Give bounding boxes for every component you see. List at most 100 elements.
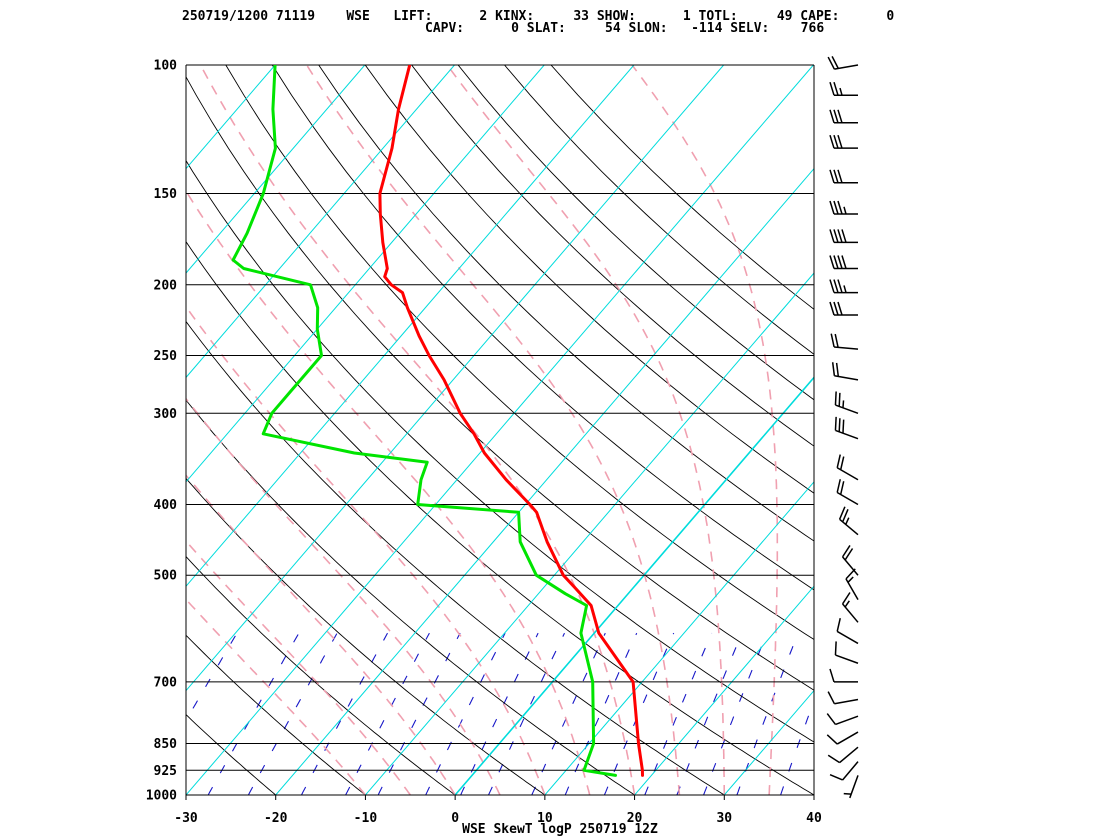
isotherm (723, 689, 814, 795)
dewpoint-point (262, 192, 265, 195)
moist-adiabat (306, 65, 681, 795)
wind-barb (834, 641, 859, 664)
x-tick-label: 20 (627, 811, 643, 826)
barb-feather (839, 456, 845, 470)
barb-feather (833, 255, 839, 269)
dewpoint-point (246, 232, 248, 234)
barb-feather (841, 592, 851, 605)
isotherm (365, 272, 814, 795)
wind-barb (834, 416, 859, 440)
dewpoint-point (320, 354, 323, 357)
isotherm (0, 65, 96, 795)
wind-barb (836, 618, 859, 645)
barb-feather (831, 362, 836, 376)
isotherm (186, 65, 545, 483)
pressure-label: 850 (154, 737, 178, 752)
dewpoint-point (316, 328, 319, 330)
isotherm (186, 65, 455, 379)
temperature-point (391, 147, 393, 149)
barb-feather (834, 391, 837, 406)
barb-feather (826, 713, 837, 725)
dry-adiabat (186, 240, 814, 795)
temperature-profile (378, 65, 644, 777)
dry-adiabat (186, 159, 814, 743)
temperature-point (428, 354, 430, 357)
temperature-point (562, 574, 565, 576)
barb-staff (836, 630, 859, 645)
barb-feather (829, 773, 843, 781)
barb-feather (833, 229, 839, 243)
mixing-ratio-line (736, 632, 799, 795)
header-line-2: CAPV: 0 SLAT: 54 SLON: -114 SELV: 766 (425, 21, 825, 36)
barb-feather (829, 255, 835, 269)
mixing-ratio-line (377, 632, 461, 795)
barb-feather (827, 691, 836, 705)
pressure-label: 200 (154, 278, 178, 293)
pressure-label: 150 (154, 187, 178, 202)
wind-barb (826, 713, 859, 726)
barb-half-feather (843, 285, 847, 293)
dry-adiabat (186, 713, 277, 795)
barb-feather (842, 419, 845, 434)
x-tick-label: 30 (716, 811, 732, 826)
barb-staff (835, 654, 859, 664)
dewpoint-point (420, 479, 422, 481)
wind-barb (827, 691, 859, 705)
barb-feather (841, 255, 847, 269)
dry-adiabat (318, 65, 814, 542)
dewpoint-point (591, 681, 594, 683)
dry-adiabat (186, 634, 367, 795)
wind-barb (829, 229, 858, 244)
barb-feather (831, 56, 839, 69)
barb-feather (829, 109, 835, 124)
isotherms (0, 65, 814, 795)
isotherm (0, 65, 6, 795)
temperature-point (406, 306, 409, 309)
pressure-label: 500 (154, 569, 178, 584)
dewpoint-point (309, 284, 312, 286)
pressure-label: 100 (154, 59, 178, 74)
barb-feather (841, 229, 847, 243)
dewpoint-point (272, 108, 274, 111)
moist-adiabat (631, 65, 779, 795)
barb-feather (829, 200, 835, 215)
isotherm (634, 585, 814, 795)
temperature-point (637, 742, 640, 745)
barb-feather (835, 362, 840, 377)
temperature-point (505, 479, 508, 481)
dry-adiabat (186, 399, 636, 795)
moist-adiabat (186, 189, 591, 795)
plot-frame (185, 65, 815, 796)
barb-feather (829, 229, 835, 243)
wind-barb (838, 506, 859, 536)
barb-feather (844, 548, 854, 561)
x-tick-label: 10 (537, 811, 553, 826)
wind-barb (829, 200, 858, 215)
barb-feather (836, 618, 841, 632)
isotherm (186, 65, 725, 692)
barb-staff (836, 731, 859, 745)
pressure-label: 400 (154, 498, 178, 513)
barb-half-feather (839, 87, 843, 96)
mixing-ratio-line (564, 632, 638, 795)
temperature-point (473, 433, 475, 435)
wind-barb (827, 56, 859, 70)
barb-feather (827, 754, 841, 764)
isotherm (186, 65, 276, 170)
barb-feather (837, 169, 843, 184)
barb-feather (829, 169, 835, 184)
barb-feather (834, 416, 837, 431)
barb-feather (837, 200, 843, 215)
wind-barb (843, 775, 859, 799)
dewpoint-point (592, 742, 595, 745)
pressure-label: 1000 (146, 789, 177, 804)
dewpoint-point (274, 147, 277, 149)
pressure-label: 300 (154, 407, 178, 422)
wind-barb (845, 568, 859, 601)
temperature-point (418, 335, 420, 337)
isotherm (544, 481, 814, 795)
temperature-point (390, 284, 393, 286)
isotherm (186, 65, 366, 274)
wind-barb (831, 362, 859, 381)
